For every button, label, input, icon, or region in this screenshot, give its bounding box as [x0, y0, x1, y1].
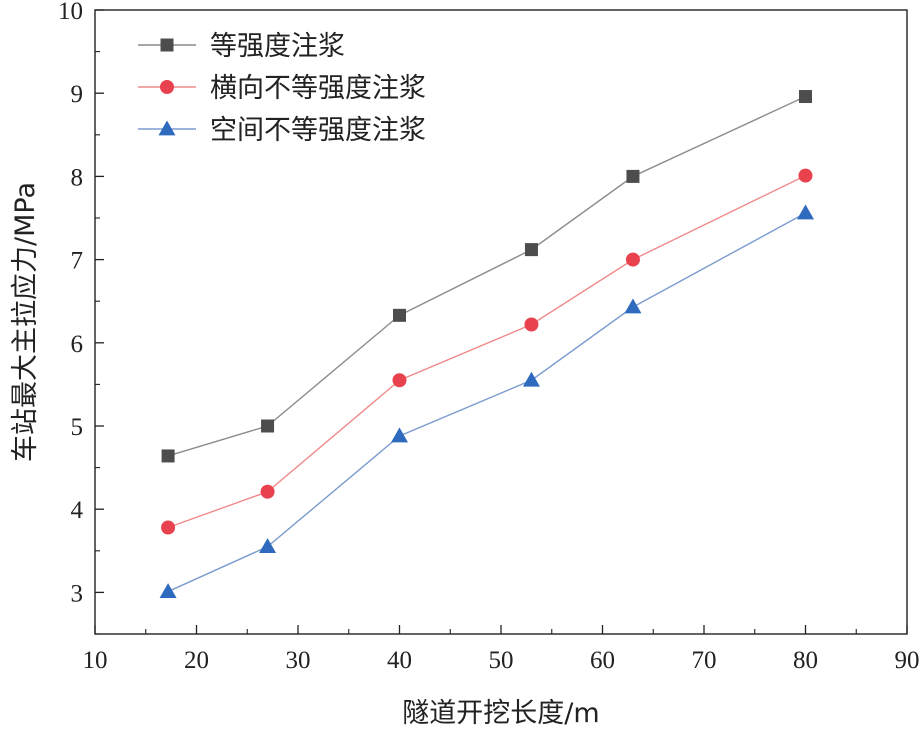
y-tick-label: 4 — [71, 497, 84, 524]
data-point — [159, 583, 177, 598]
legend-item-3: 空间不等强度注浆 — [138, 115, 426, 146]
data-point — [161, 449, 175, 463]
data-point — [625, 252, 640, 267]
data-point — [626, 169, 640, 183]
y-tick-label: 7 — [71, 248, 84, 275]
data-point — [524, 243, 538, 257]
data-point — [261, 419, 275, 433]
data-point — [393, 308, 406, 322]
data-point — [260, 484, 275, 499]
data-point — [522, 371, 540, 387]
series-line — [167, 95, 806, 457]
data-point — [798, 168, 813, 183]
legend-label: 等强度注浆 — [210, 31, 345, 62]
x-tick-label: 20 — [184, 647, 209, 674]
y-tick-label: 9 — [71, 81, 84, 108]
legend-label: 横向不等强度注浆 — [210, 73, 426, 104]
legend-item-1: 等强度注浆 — [138, 31, 345, 62]
x-tick-label: 80 — [793, 647, 818, 674]
series-1 — [161, 90, 812, 463]
x-tick-label: 10 — [83, 647, 108, 674]
x-tick-label: 90 — [895, 647, 920, 674]
legend-marker — [158, 120, 176, 136]
legend-marker — [160, 80, 174, 94]
data-point — [392, 373, 407, 388]
y-tick-label: 3 — [71, 580, 84, 607]
legend-marker — [160, 38, 174, 52]
data-point — [797, 204, 814, 220]
y-tick-label: 6 — [71, 331, 84, 358]
legend-item-2: 横向不等强度注浆 — [138, 73, 426, 104]
x-tick-label: 60 — [590, 647, 615, 674]
data-point — [524, 317, 539, 332]
data-point — [799, 90, 812, 104]
series-3 — [159, 204, 814, 598]
x-tick-label: 40 — [387, 647, 412, 674]
x-tick-label: 70 — [692, 647, 717, 674]
series-2 — [161, 168, 813, 535]
series-line — [167, 212, 806, 593]
legend-label: 空间不等强度注浆 — [210, 115, 426, 146]
y-tick-label: 10 — [58, 0, 83, 25]
y-tick-label: 5 — [71, 414, 84, 441]
data-point — [391, 427, 408, 443]
x-tick-label: 30 — [286, 647, 311, 674]
data-point — [259, 538, 277, 554]
y-tick-label: 8 — [71, 164, 84, 191]
x-axis-title: 隧道开挖长度/m — [402, 698, 599, 729]
series-layer — [159, 90, 814, 598]
x-axis-ticks: 10 20 30 40 50 60 70 80 90 — [83, 625, 920, 674]
y-axis-title: 车站最大主拉应力/MPa — [10, 182, 41, 462]
series-line — [167, 174, 806, 529]
data-point — [161, 520, 176, 535]
x-tick-label: 50 — [489, 647, 514, 674]
data-point — [624, 298, 642, 314]
y-axis-ticks: 3 4 5 6 7 8 9 10 — [58, 0, 104, 635]
